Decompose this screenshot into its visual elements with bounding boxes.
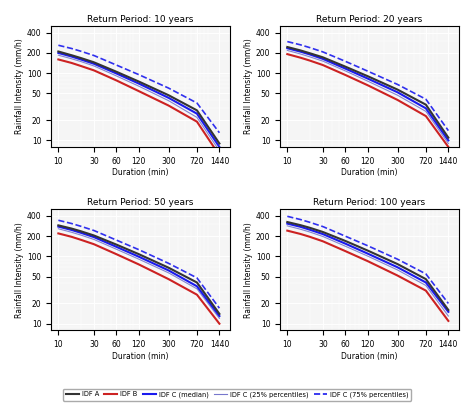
Title: Return Period: 50 years: Return Period: 50 years bbox=[87, 198, 194, 207]
Y-axis label: Rainfall Intensity (mm/h): Rainfall Intensity (mm/h) bbox=[15, 222, 24, 318]
Y-axis label: Rainfall Intensity (mm/h): Rainfall Intensity (mm/h) bbox=[244, 222, 253, 318]
X-axis label: Duration (min): Duration (min) bbox=[112, 168, 169, 177]
X-axis label: Duration (min): Duration (min) bbox=[341, 352, 398, 361]
Y-axis label: Rainfall Intensity (mm/h): Rainfall Intensity (mm/h) bbox=[244, 39, 253, 135]
Y-axis label: Rainfall Intensity (mm/h): Rainfall Intensity (mm/h) bbox=[15, 39, 24, 135]
Title: Return Period: 10 years: Return Period: 10 years bbox=[87, 15, 194, 24]
Title: Return Period: 100 years: Return Period: 100 years bbox=[313, 198, 426, 207]
Title: Return Period: 20 years: Return Period: 20 years bbox=[317, 15, 423, 24]
X-axis label: Duration (min): Duration (min) bbox=[341, 168, 398, 177]
Legend: IDF A, IDF B, IDF C (median), IDF C (25% percentiles), IDF C (75% percentiles): IDF A, IDF B, IDF C (median), IDF C (25%… bbox=[63, 389, 411, 401]
X-axis label: Duration (min): Duration (min) bbox=[112, 352, 169, 361]
